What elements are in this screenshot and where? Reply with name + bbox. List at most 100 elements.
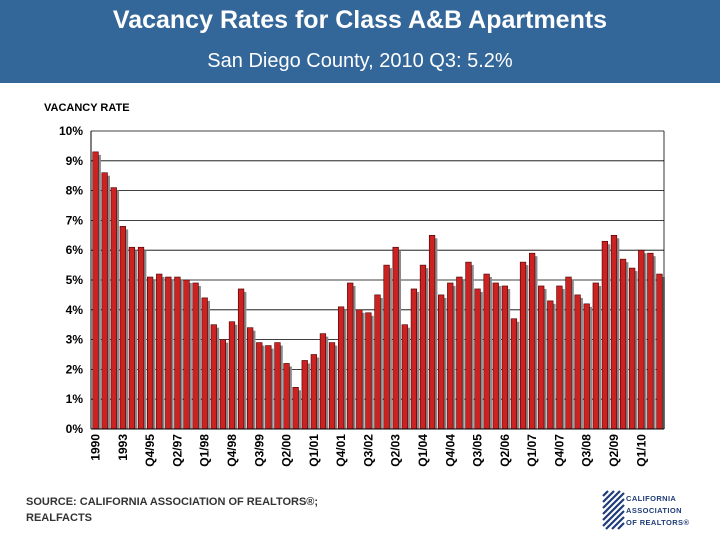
logo-line-2: ASSOCIATION — [626, 506, 682, 515]
bar — [192, 282, 199, 430]
header-banner: Vacancy Rates for Class A&B Apartments S… — [0, 0, 720, 83]
bar — [538, 285, 545, 430]
x-tick-label: Q2/09 — [607, 434, 621, 467]
y-tick-label: 9% — [66, 154, 84, 168]
bar — [383, 264, 390, 430]
bar — [629, 267, 636, 430]
x-tick-label: Q3/99 — [252, 434, 266, 467]
bar — [92, 151, 99, 430]
car-logo: CALIFORNIA ASSOCIATION OF REALTORS® — [600, 490, 718, 535]
bar — [410, 288, 418, 430]
bar — [438, 294, 445, 430]
axes — [90, 131, 665, 430]
bar — [137, 246, 145, 430]
bar — [247, 327, 254, 430]
bar — [456, 276, 463, 430]
x-tick-label: Q4/04 — [443, 434, 457, 467]
bar — [428, 235, 436, 430]
x-tick-label: Q1/98 — [198, 434, 212, 467]
bar — [310, 354, 317, 430]
bar — [301, 360, 308, 430]
x-tick-label: Q3/05 — [471, 434, 485, 467]
y-tick-label: 2% — [66, 362, 84, 376]
bar — [510, 318, 518, 430]
bar — [328, 342, 336, 430]
bar — [619, 258, 627, 430]
x-tick-label: Q1/10 — [634, 434, 648, 467]
x-tick-labels: 1990 1993 Q4/95 Q2/97 Q1/98 Q4/98 Q3/99 Q2/00 Q1… — [89, 434, 649, 467]
bar — [365, 312, 372, 430]
bar — [465, 261, 472, 430]
bar — [274, 342, 281, 430]
y-tick-labels: 0% 1% 2% 3% 4% 5% 6% 7% 8% 9% 10% — [59, 124, 83, 436]
x-tick-label: Q1/04 — [416, 434, 430, 467]
bar — [356, 309, 363, 430]
bar — [547, 300, 554, 430]
y-axis-title: VACANCY RATE — [44, 102, 130, 114]
x-tick-label: Q2/00 — [280, 434, 294, 467]
x-tick-label: Q2/03 — [389, 434, 403, 467]
bar — [565, 276, 572, 430]
bar — [219, 339, 227, 430]
x-tick-label: Q1/01 — [307, 434, 321, 467]
bar — [146, 276, 154, 430]
bar — [374, 294, 381, 430]
bar — [319, 333, 327, 430]
bar — [392, 246, 399, 430]
bar — [283, 363, 290, 430]
bar — [610, 235, 618, 430]
x-tick-label: Q4/01 — [334, 434, 348, 467]
bar — [256, 342, 263, 430]
bar — [156, 273, 163, 430]
bar — [265, 345, 272, 430]
bar — [165, 276, 172, 430]
y-tick-label: 10% — [59, 124, 83, 138]
car-logo-emblem-icon — [602, 490, 625, 530]
bar — [447, 282, 454, 430]
x-tick-label: Q3/02 — [361, 434, 375, 467]
x-tick-label: Q2/97 — [170, 434, 184, 467]
slide-title: Vacancy Rates for Class A&B Apartments — [112, 6, 608, 34]
source-line-1: SOURCE: CALIFORNIA ASSOCIATION OF REALTO… — [26, 496, 319, 508]
bar — [528, 252, 536, 430]
y-tick-label: 7% — [66, 213, 84, 227]
x-tick-label: Q4/95 — [143, 434, 157, 467]
bar — [210, 324, 217, 430]
bar — [419, 264, 427, 430]
bar — [483, 273, 490, 430]
x-tick-label: Q3/08 — [580, 434, 594, 467]
logo-line-1: CALIFORNIA — [626, 494, 677, 503]
bar — [201, 297, 208, 430]
source-note: SOURCE: CALIFORNIA ASSOCIATION OF REALTO… — [26, 494, 318, 526]
y-tick-label: 0% — [66, 422, 84, 436]
y-tick-label: 3% — [66, 333, 84, 347]
bar — [237, 288, 245, 430]
bar — [110, 187, 117, 430]
bars — [92, 151, 665, 430]
bar — [592, 282, 599, 430]
bar — [401, 324, 408, 430]
bar — [174, 276, 181, 430]
bar — [519, 261, 527, 430]
x-tick-label: Q4/98 — [225, 434, 239, 467]
bar — [101, 172, 108, 430]
slide-subtitle: San Diego County, 2010 Q3: 5.2% — [207, 50, 513, 72]
x-tick-label: 1993 — [116, 434, 130, 461]
bar — [501, 285, 508, 430]
y-tick-label: 6% — [66, 243, 84, 257]
y-tick-label: 5% — [66, 273, 84, 287]
x-tick-label: 1990 — [89, 434, 103, 461]
bar — [228, 321, 236, 430]
source-line-2: REALFACTS — [26, 512, 92, 524]
bar — [337, 306, 345, 430]
bar — [183, 279, 190, 430]
bar — [347, 282, 354, 430]
y-tick-label: 4% — [66, 303, 84, 317]
bar — [119, 226, 126, 430]
bar — [556, 285, 563, 430]
bar — [492, 282, 499, 430]
y-tick-label: 8% — [66, 184, 84, 198]
bar — [647, 252, 654, 430]
bar — [601, 240, 609, 430]
y-tick-label: 1% — [66, 392, 84, 406]
